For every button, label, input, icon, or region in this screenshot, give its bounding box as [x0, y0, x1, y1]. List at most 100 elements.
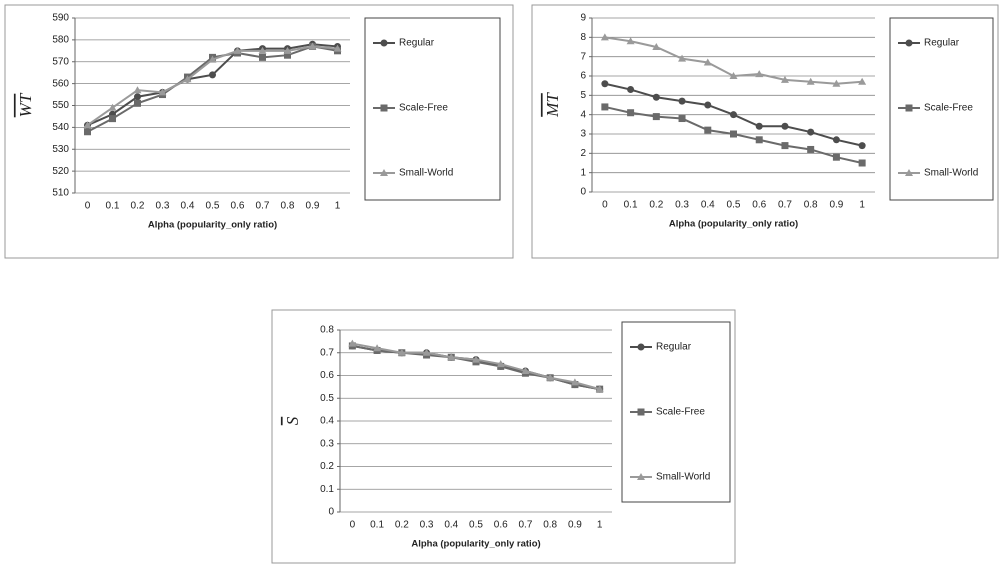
y-tick-label: 0.8 [320, 325, 334, 336]
x-axis-label: Alpha (popularity_only ratio) [411, 539, 540, 550]
legend-marker [905, 169, 913, 176]
point [447, 353, 456, 361]
y-tick-label: 4 [580, 109, 586, 120]
point [807, 145, 815, 153]
legend-label: Small-World [656, 472, 710, 483]
point [730, 111, 737, 119]
x-tick-label: 0.7 [778, 200, 792, 211]
point [781, 142, 789, 150]
point [832, 136, 840, 144]
y-tick-label: 530 [52, 144, 69, 155]
x-tick-label: 0.9 [568, 520, 582, 531]
legend-marker [380, 104, 388, 112]
point [308, 42, 317, 50]
point [832, 153, 840, 161]
x-tick-label: 0.3 [420, 520, 434, 531]
point [496, 360, 505, 368]
x-tick-label: 0.1 [370, 520, 384, 531]
legend-marker [637, 408, 645, 416]
point [755, 70, 764, 78]
y-tick-label: 550 [52, 100, 69, 111]
y-tick-label: 3 [580, 129, 586, 140]
point [209, 71, 216, 79]
x-tick-label: 0.2 [131, 201, 145, 212]
y-tick-label: 580 [52, 35, 69, 46]
x-axis-label: Alpha (popularity_only ratio) [148, 220, 277, 231]
y-tick-label: 8 [580, 32, 586, 43]
x-tick-label: 0.7 [519, 520, 533, 531]
point [601, 80, 609, 88]
y-tick-label: 0 [580, 187, 586, 198]
point [83, 121, 92, 129]
point [781, 122, 789, 130]
x-tick-label: 0.9 [829, 200, 843, 211]
x-tick-label: 1 [335, 201, 341, 212]
x-tick-label: 0.2 [395, 520, 409, 531]
x-tick-label: 0 [350, 520, 356, 531]
point [259, 53, 266, 61]
y-tick-label: 590 [52, 13, 69, 24]
point [283, 46, 292, 54]
y-tick-label: 520 [52, 166, 69, 177]
legend-marker [905, 104, 913, 112]
y-tick-label: 6 [580, 71, 586, 82]
point [595, 385, 604, 393]
point [652, 113, 660, 121]
point [806, 77, 815, 85]
y-tick-label: 0.6 [320, 370, 334, 381]
point [208, 55, 217, 63]
legend-marker [637, 473, 645, 480]
point [108, 103, 117, 111]
legend-label: Small-World [399, 168, 453, 179]
point [570, 378, 579, 386]
legend-label: Regular [656, 342, 692, 353]
x-tick-label: 0.1 [624, 200, 638, 211]
x-tick-label: 0.5 [206, 201, 220, 212]
y-tick-label: 540 [52, 122, 69, 133]
point [601, 103, 609, 111]
y-tick-label: 510 [52, 188, 69, 199]
y-tick-label: 5 [580, 90, 586, 101]
point [134, 99, 141, 107]
point [626, 37, 635, 45]
legend-marker [905, 39, 913, 47]
legend-label: Small-World [924, 168, 978, 179]
x-tick-label: 0.7 [256, 201, 270, 212]
y-tick-label: 560 [52, 78, 69, 89]
y-axis-label: WT [16, 92, 35, 117]
x-tick-label: 0.8 [543, 520, 557, 531]
x-axis-label: Alpha (popularity_only ratio) [669, 219, 798, 230]
x-tick-label: 0.3 [156, 201, 170, 212]
x-tick-label: 1 [597, 520, 603, 531]
point [600, 33, 609, 41]
y-tick-label: 2 [580, 148, 586, 159]
x-tick-label: 0.4 [181, 201, 195, 212]
point [755, 122, 763, 130]
point [729, 72, 738, 79]
x-tick-label: 0.2 [649, 200, 663, 211]
point [755, 136, 763, 144]
x-tick-label: 0.6 [752, 200, 766, 211]
legend-marker [637, 343, 645, 351]
legend-marker [380, 169, 388, 176]
point [348, 339, 357, 347]
point [627, 86, 635, 94]
point [858, 159, 866, 167]
x-tick-label: 0.9 [306, 201, 320, 212]
y-tick-label: 7 [580, 51, 586, 62]
x-tick-label: 0 [85, 201, 91, 212]
point [678, 54, 687, 62]
x-tick-label: 0.3 [675, 200, 689, 211]
legend-marker [380, 39, 388, 47]
point [858, 142, 866, 150]
chart: 510 520 530 540 550 560 570 580 590 0 0.1 0.2 0.3 0.4… [4, 4, 514, 259]
x-tick-label: 0.5 [727, 200, 741, 211]
legend-label: Scale-Free [924, 103, 973, 114]
point [284, 51, 291, 59]
point [858, 77, 867, 85]
y-axis-label: MT [543, 92, 562, 118]
point [133, 86, 142, 94]
y-tick-label: 0 [328, 507, 334, 518]
point [627, 109, 635, 117]
